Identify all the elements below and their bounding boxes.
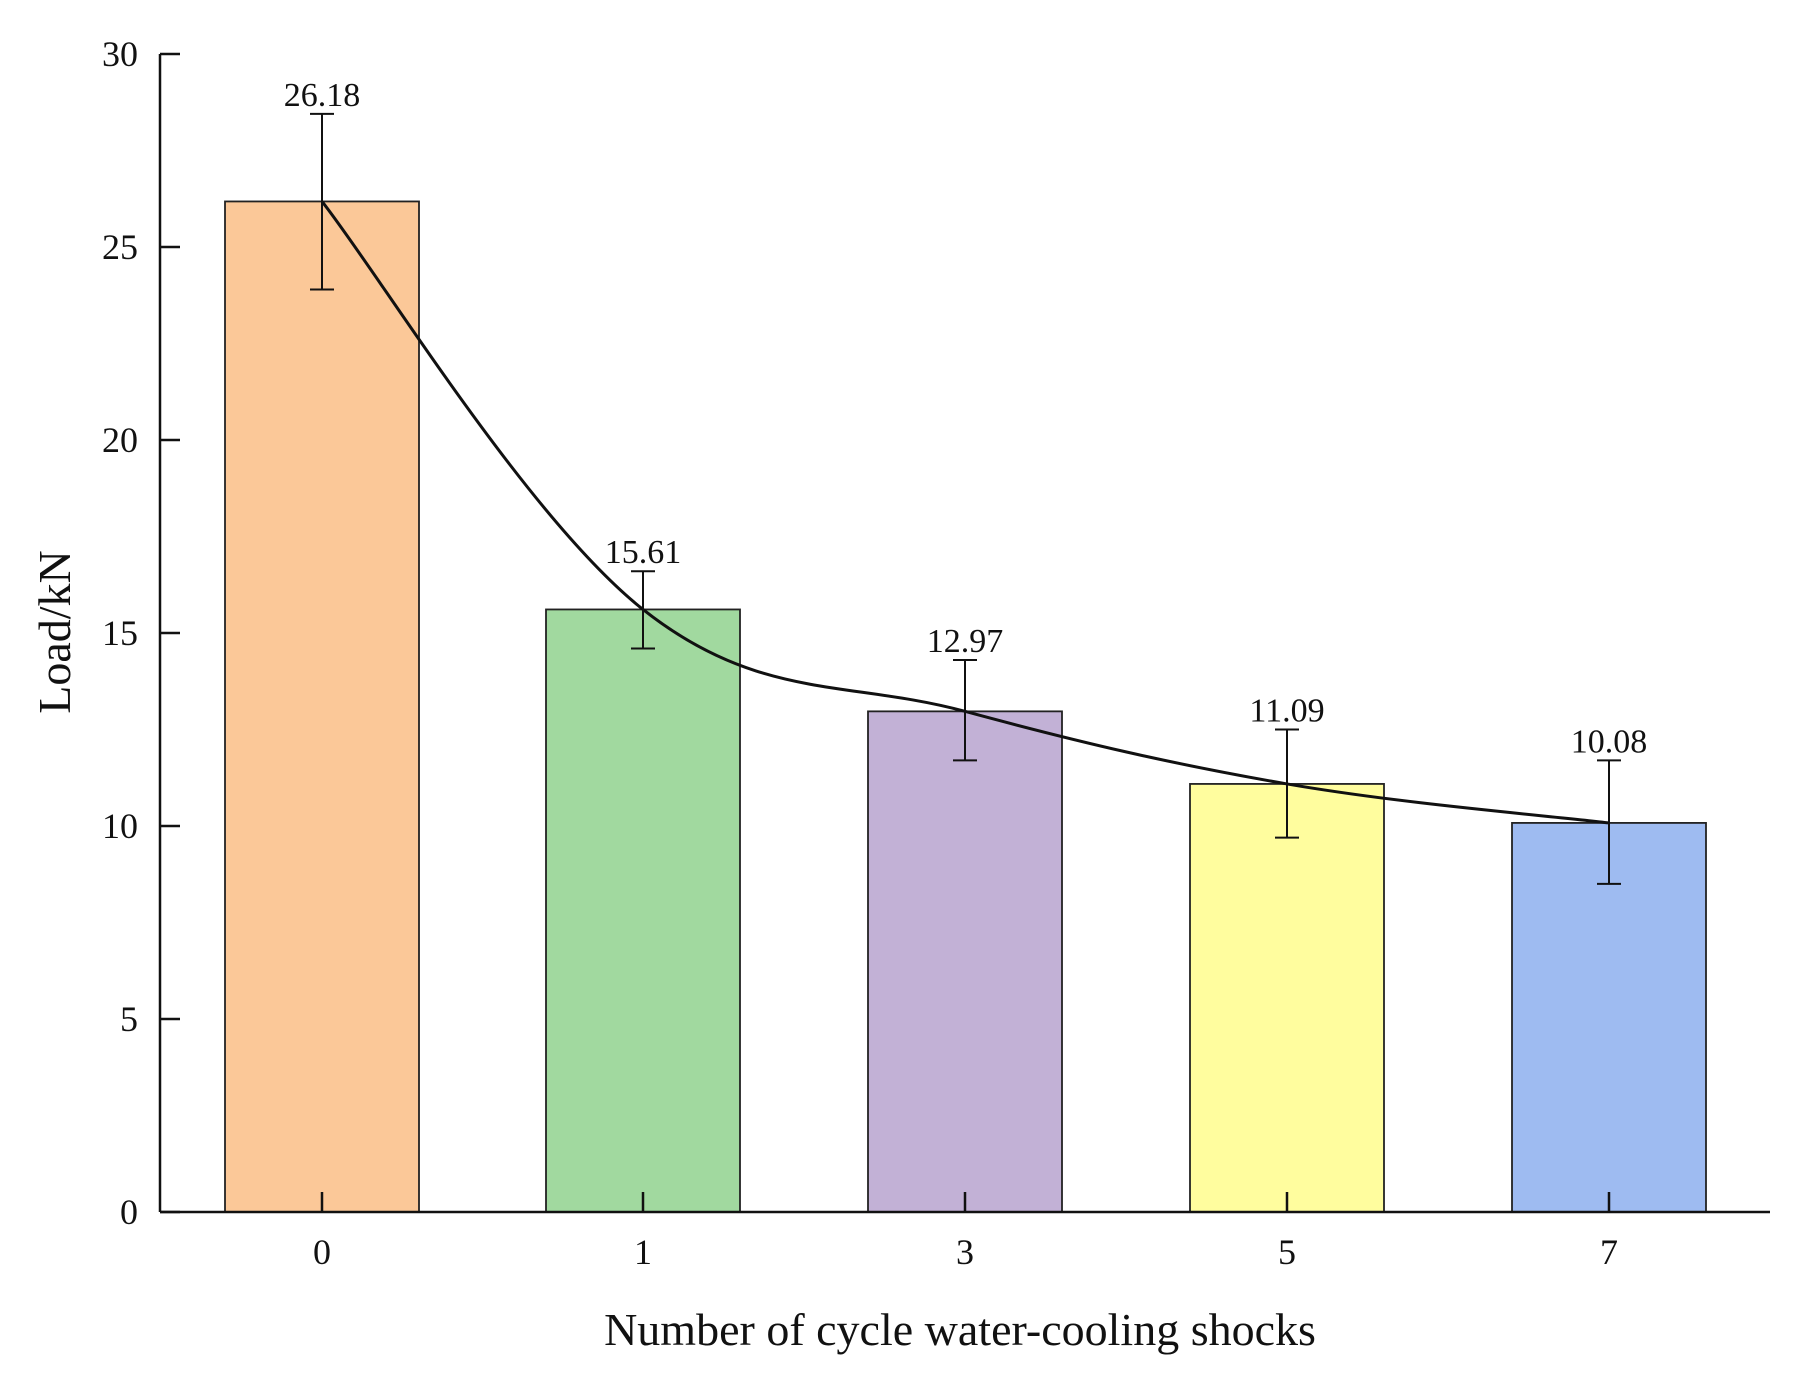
x-tick-label-0: 0 — [313, 1232, 331, 1272]
x-ticks-group: 0 1 3 5 7 — [313, 1192, 1618, 1272]
x-tick-label-5: 5 — [1278, 1232, 1296, 1272]
data-label-0: 26.18 — [284, 77, 361, 114]
bars-group — [224, 200, 1707, 1213]
y-tick-label-10: 10 — [102, 806, 138, 846]
data-label-5: 11.09 — [1249, 693, 1324, 730]
y-tick-label-20: 20 — [102, 420, 138, 460]
y-tick-label-25: 25 — [102, 227, 138, 267]
data-label-3: 12.97 — [927, 623, 1004, 660]
y-tick-label-15: 15 — [102, 613, 138, 653]
bar-5 — [1189, 783, 1385, 1213]
data-label-7: 10.08 — [1571, 723, 1648, 760]
x-tick-label-7: 7 — [1600, 1232, 1618, 1272]
error-bars-group — [310, 112, 1621, 885]
y-ticks-group: 0 5 10 15 20 25 30 — [102, 34, 180, 1232]
x-tick-label-1: 1 — [634, 1232, 652, 1272]
data-label-1: 15.61 — [605, 534, 682, 571]
y-tick-label-0: 0 — [120, 1192, 138, 1232]
trend-line — [320, 200, 1610, 825]
data-labels-group: 26.18 15.61 12.97 11.09 10.08 — [284, 77, 1648, 761]
bar-0 — [224, 200, 420, 1213]
x-tick-label-3: 3 — [956, 1232, 974, 1272]
bar-1 — [545, 608, 741, 1213]
bar-3 — [867, 710, 1063, 1213]
y-tick-label-30: 30 — [102, 34, 138, 74]
bar-7 — [1511, 822, 1707, 1213]
y-tick-label-5: 5 — [120, 999, 138, 1039]
y-axis-title: Load/kN — [29, 550, 80, 714]
trend-line-group — [320, 200, 1610, 825]
x-axis-title: Number of cycle water-cooling shocks — [604, 1304, 1316, 1355]
